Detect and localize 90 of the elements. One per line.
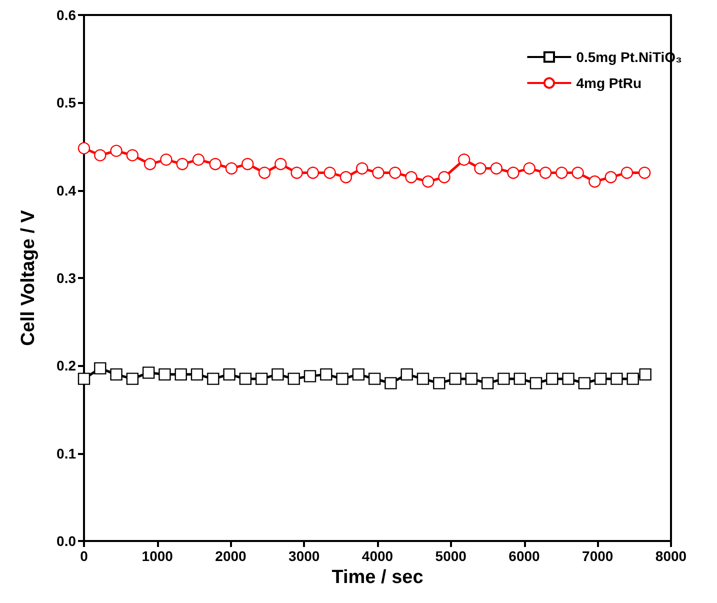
point [416, 372, 430, 385]
point [94, 362, 106, 374]
point [389, 166, 402, 179]
point [530, 377, 542, 390]
x-tick-label: 3000 [288, 548, 320, 564]
point [258, 166, 271, 179]
x-tick-label: 8000 [655, 548, 687, 564]
point [223, 368, 236, 381]
point [594, 372, 607, 385]
point [242, 158, 254, 170]
point [144, 158, 156, 170]
point [288, 372, 300, 385]
x-tick-label: 0 [80, 548, 88, 564]
point [160, 154, 172, 166]
point [481, 377, 494, 390]
y-tick-label: 0.1 [56, 445, 76, 462]
point [433, 377, 446, 390]
x-tick-label: 4000 [362, 548, 394, 564]
point [225, 162, 238, 175]
x-tick-label: 1000 [142, 548, 174, 564]
x-axis-title: Time / sec [332, 566, 424, 588]
point [207, 372, 220, 385]
point [490, 162, 502, 175]
point [336, 372, 348, 385]
point [304, 370, 316, 382]
point [94, 149, 106, 162]
point [78, 142, 90, 154]
legend-label: 4mg PtRu [576, 75, 642, 91]
point [158, 368, 171, 381]
point [639, 368, 652, 381]
point [507, 166, 520, 179]
point [352, 368, 365, 381]
point [562, 372, 574, 385]
point [306, 166, 320, 179]
point [78, 372, 90, 385]
point [190, 368, 204, 381]
y-tick-label: 0.4 [56, 182, 76, 198]
x-tick-label: 7000 [582, 548, 614, 564]
point [126, 372, 139, 385]
point [620, 166, 634, 179]
point [356, 162, 368, 175]
point [142, 366, 155, 379]
point [110, 144, 122, 157]
point [192, 154, 205, 166]
point [546, 372, 558, 385]
point [340, 171, 352, 184]
point [274, 158, 287, 170]
y-axis-title: Cell Voltage / V [18, 210, 39, 346]
point [384, 377, 397, 390]
point [290, 166, 303, 179]
point [209, 158, 222, 170]
point [465, 372, 478, 385]
point [449, 372, 462, 385]
point [405, 171, 418, 184]
point [572, 166, 584, 179]
point [320, 368, 332, 381]
point [498, 372, 510, 385]
point [126, 149, 139, 162]
point [368, 372, 381, 385]
point [422, 175, 434, 188]
point [556, 166, 568, 179]
x-tick-label: 5000 [435, 548, 467, 564]
point [174, 368, 187, 381]
point [514, 372, 526, 385]
y-tick-label: 0.5 [56, 94, 76, 111]
point [324, 166, 336, 179]
x-tick-label: 6000 [508, 548, 540, 564]
point [626, 372, 639, 385]
point [604, 171, 617, 184]
point [176, 158, 188, 170]
point [400, 368, 413, 381]
point [638, 166, 651, 179]
y-tick-label: 0.6 [56, 7, 76, 23]
point [474, 162, 486, 175]
y-tick-label: 0.2 [56, 358, 76, 374]
point [255, 372, 268, 385]
point [239, 372, 252, 385]
point [523, 162, 536, 175]
point [110, 368, 122, 381]
point [458, 154, 470, 166]
x-tick-label: 2000 [215, 548, 247, 564]
y-tick-label: 0.0 [56, 533, 76, 549]
y-tick-label: 0.3 [56, 270, 76, 286]
point [588, 175, 601, 188]
point [272, 368, 284, 381]
point [372, 166, 384, 179]
point [578, 377, 591, 390]
point [610, 372, 623, 385]
point [539, 166, 552, 179]
point [438, 171, 450, 184]
